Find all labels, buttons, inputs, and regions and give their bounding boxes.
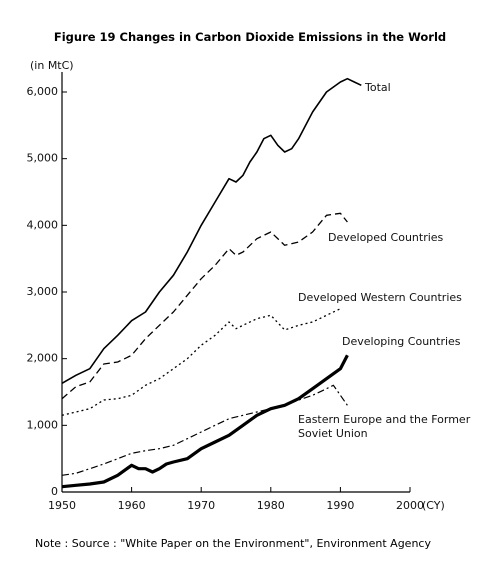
chart-title: Figure 19 Changes in Carbon Dioxide Emis… xyxy=(53,30,447,44)
series-label: Eastern Europe and the Former Soviet Uni… xyxy=(298,413,471,440)
y-tick-label: 1,000 xyxy=(27,418,59,431)
series-label: Total xyxy=(365,81,391,94)
series-line xyxy=(61,212,348,400)
series-line xyxy=(61,77,362,384)
series-label: Developed Western Countries xyxy=(298,291,462,304)
y-axis-label: (in MtC) xyxy=(30,59,74,72)
series-label: Developed Countries xyxy=(328,231,444,244)
y-tick-label: 0 xyxy=(51,485,58,498)
y-tick-label: 3,000 xyxy=(27,285,59,298)
series-label: Developing Countries xyxy=(342,335,461,348)
y-tick-label: 4,000 xyxy=(27,218,59,231)
x-tick-label: 1960 xyxy=(118,499,146,512)
y-tick-label: 2,000 xyxy=(27,352,59,365)
x-tick-label: 2000 xyxy=(396,499,424,512)
x-tick-label: 1950 xyxy=(48,499,76,512)
x-tick-label: 1980 xyxy=(257,499,285,512)
y-tick-label: 6,000 xyxy=(27,85,59,98)
series-line xyxy=(61,308,341,416)
x-tick-label: 1970 xyxy=(187,499,215,512)
x-tick-label: 1990 xyxy=(326,499,354,512)
series-line xyxy=(61,354,349,489)
y-tick-label: 5,000 xyxy=(27,152,59,165)
x-axis-label: (CY) xyxy=(422,499,445,512)
note: Note : Source : "White Paper on the Envi… xyxy=(35,537,431,550)
